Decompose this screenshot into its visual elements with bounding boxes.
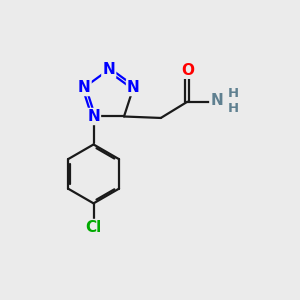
- Text: N: N: [127, 80, 140, 95]
- Text: N: N: [210, 93, 223, 108]
- Text: H: H: [228, 102, 239, 115]
- Text: Cl: Cl: [85, 220, 102, 235]
- Text: H: H: [228, 87, 239, 100]
- Text: O: O: [181, 63, 194, 78]
- Text: N: N: [102, 62, 115, 77]
- Text: N: N: [78, 80, 91, 95]
- Text: N: N: [87, 109, 100, 124]
